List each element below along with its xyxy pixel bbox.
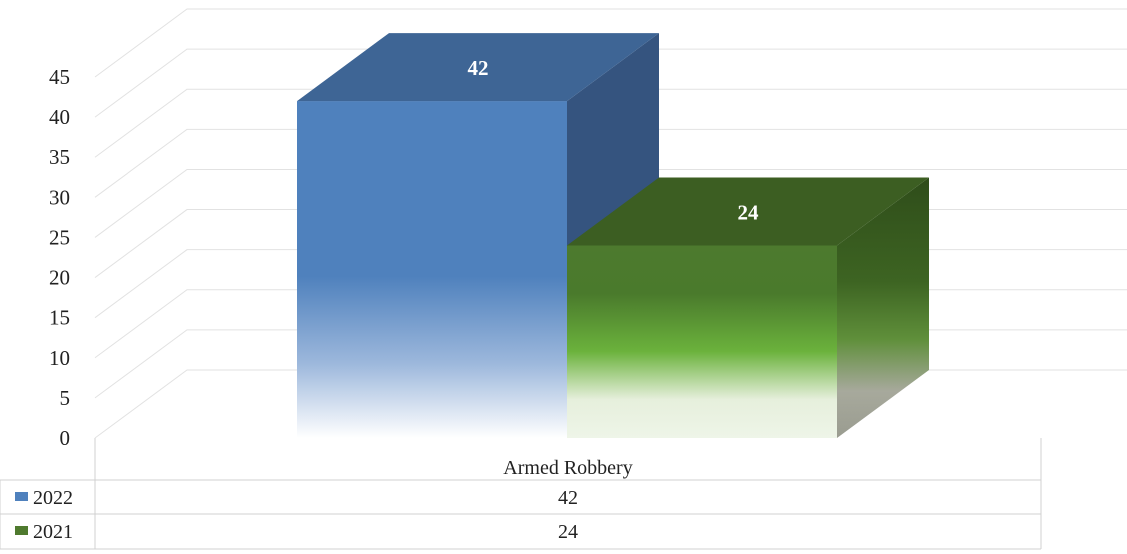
y-tick-label: 25: [49, 225, 70, 249]
y-tick-label: 30: [49, 185, 70, 209]
bar-top-face: [297, 33, 659, 102]
legend-label: 2022: [33, 487, 73, 509]
legend-key: [15, 492, 28, 501]
bar-top-face: [567, 177, 929, 246]
y-tick-label: 5: [60, 386, 71, 410]
gridline: [94, 168, 1127, 238]
y-tick-label: 40: [49, 105, 70, 129]
bar-front-face: [297, 101, 567, 439]
bar-2021: 24: [567, 177, 929, 438]
bars: 42 24: [297, 33, 929, 439]
y-tick-label: 35: [49, 145, 70, 169]
y-tick-label: 10: [49, 346, 70, 370]
y-tick-label: 20: [49, 266, 70, 290]
table-cell-value: 42: [558, 487, 578, 509]
data-table: Armed Robbery 2022 42 2021 24: [0, 438, 1042, 550]
gridline: [94, 48, 1127, 118]
y-axis: 0 5 10 15 20 25 30 35 40 45: [49, 65, 70, 450]
gridline: [94, 8, 1127, 78]
gridline: [94, 88, 1127, 158]
y-tick-label: 0: [60, 426, 71, 450]
category-label: Armed Robbery: [503, 457, 632, 479]
y-tick-label: 15: [49, 306, 70, 330]
gridlines: [94, 8, 1127, 439]
gridline: [94, 128, 1127, 198]
bar-front-face: [567, 245, 837, 438]
data-label: 24: [738, 200, 760, 224]
legend-key: [15, 526, 28, 535]
bar-side-face: [837, 177, 929, 438]
data-label: 42: [468, 56, 489, 80]
y-tick-label: 45: [49, 65, 70, 89]
legend-label: 2021: [33, 521, 73, 543]
table-cell-value: 24: [558, 521, 578, 543]
